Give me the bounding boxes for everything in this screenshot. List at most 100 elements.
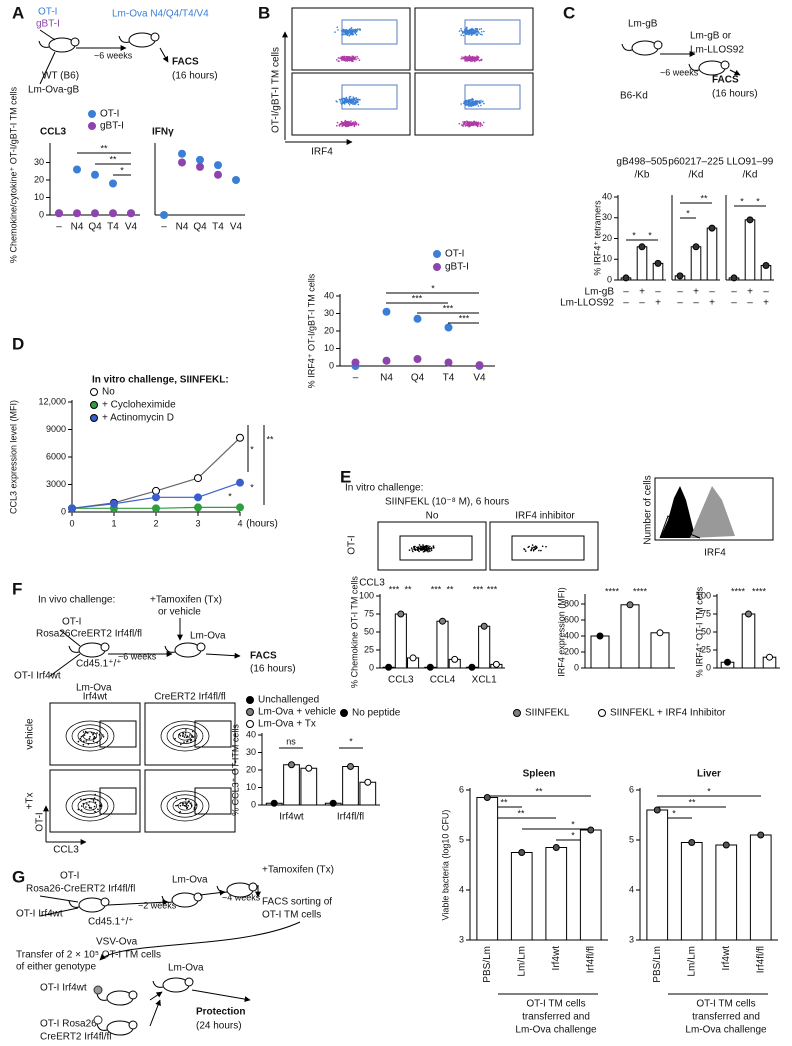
schematic-text: ~6 weeks <box>118 651 157 661</box>
legend-marker <box>433 250 441 258</box>
event-dot <box>482 121 485 124</box>
event-dot <box>482 100 484 103</box>
mouse-tail <box>38 40 50 48</box>
event-dot <box>462 57 464 60</box>
schematic-text: vehicle <box>25 718 36 750</box>
event-dot <box>349 123 351 125</box>
bar <box>436 620 449 669</box>
y-tick-label: 6000 <box>46 451 66 461</box>
mouse-head <box>128 990 138 1000</box>
event-dot <box>88 737 91 740</box>
bar-point <box>409 654 417 662</box>
event-dot <box>480 31 483 33</box>
y-tick-label: 20 <box>246 764 256 774</box>
bar-point <box>766 653 773 661</box>
data-point <box>382 307 391 316</box>
bar-point <box>329 799 337 807</box>
legend-label: + Actinomycin D <box>102 413 174 424</box>
event-dot <box>472 58 475 60</box>
x-tick-label: Q4 <box>411 373 425 384</box>
chart-title: p60217–225 <box>668 157 724 168</box>
legend-marker <box>246 708 254 716</box>
x-tick-label: 1 <box>111 518 116 528</box>
event-dot <box>354 120 357 123</box>
event-dot <box>86 803 88 805</box>
x-axis-label: Lm-Ova challenge <box>685 1025 767 1036</box>
event-dot <box>344 119 347 122</box>
event-dot <box>356 28 359 30</box>
event-dot <box>178 733 181 736</box>
significance: *** <box>487 584 498 594</box>
event-dot <box>185 805 187 808</box>
significance: *** <box>431 584 442 594</box>
event-dot <box>351 123 354 126</box>
condition-label: – <box>677 298 683 309</box>
schematic-text: gBT-I <box>36 19 60 30</box>
bar <box>650 632 670 669</box>
x-tick-label: 3 <box>195 518 200 528</box>
significance: ** <box>100 143 108 153</box>
mouse-head <box>184 977 194 987</box>
mouse-head <box>100 897 110 907</box>
bar <box>545 847 568 941</box>
schematic-text: WT (B6) <box>42 71 79 82</box>
y-tick-label: 30 <box>246 747 256 757</box>
y-tick-label: 5 <box>459 834 464 844</box>
data-point <box>55 209 63 218</box>
event-dot <box>427 550 429 553</box>
event-dot <box>179 811 181 813</box>
event-dot <box>359 29 361 31</box>
event-dot <box>474 27 477 30</box>
chart-title: /Kd <box>742 170 757 181</box>
event-dot <box>342 121 345 124</box>
condition-label: + <box>655 298 661 309</box>
event-dot <box>414 548 417 551</box>
schematic-text: Rosa26CreERT2 Irf4fl/fl <box>36 629 142 640</box>
event-dot <box>90 798 92 800</box>
event-dot <box>93 805 96 808</box>
event-dot <box>175 804 177 807</box>
y-tick-label: 9000 <box>46 424 66 434</box>
schematic-text: (24 hours) <box>196 1021 242 1032</box>
bar-point <box>468 663 476 671</box>
y-tick-label: 100 <box>359 590 374 600</box>
bar-point <box>638 243 646 251</box>
mouse-tail <box>621 43 633 51</box>
event-dot <box>464 102 466 104</box>
event-dot <box>344 31 346 34</box>
line <box>49 653 81 677</box>
y-axis-label: Viable bacteria (log10 CFU) <box>440 810 450 921</box>
event-dot <box>466 60 469 62</box>
significance: **** <box>731 586 746 596</box>
panel-label: A <box>12 3 24 22</box>
chart-title: Liver <box>697 769 721 780</box>
y-tick-label: 0 <box>369 662 374 672</box>
y-tick-label: 40 <box>246 729 256 739</box>
event-dot <box>469 125 471 127</box>
schematic-text: OT-I <box>38 7 57 18</box>
data-point <box>109 209 117 218</box>
event-dot <box>345 124 348 127</box>
schematic-text: Transfer of 2 × 10⁵ OT-I TM cells <box>16 950 161 961</box>
schematic-text: OT-I <box>347 535 358 554</box>
bar-point <box>653 806 661 814</box>
event-dot <box>94 810 96 813</box>
x-tick-label: 4 <box>237 518 242 528</box>
event-dot <box>336 26 339 29</box>
schematic-text: (16 hours) <box>712 89 758 100</box>
event-dot <box>341 55 344 58</box>
event-dot <box>83 734 86 736</box>
event-dot <box>356 29 359 32</box>
schematic-text: Lm-gB or <box>690 31 732 42</box>
bar-point <box>746 216 754 224</box>
significance: * <box>648 230 652 240</box>
x-tick-label: 2 <box>153 518 158 528</box>
gate <box>341 84 398 110</box>
event-dot <box>336 101 338 103</box>
y-tick-label: 5 <box>629 834 634 844</box>
schematic-text: FACS sorting of <box>262 897 332 908</box>
bar <box>749 834 772 941</box>
event-dot <box>183 736 186 738</box>
legend-label: gBT-I <box>445 262 469 273</box>
